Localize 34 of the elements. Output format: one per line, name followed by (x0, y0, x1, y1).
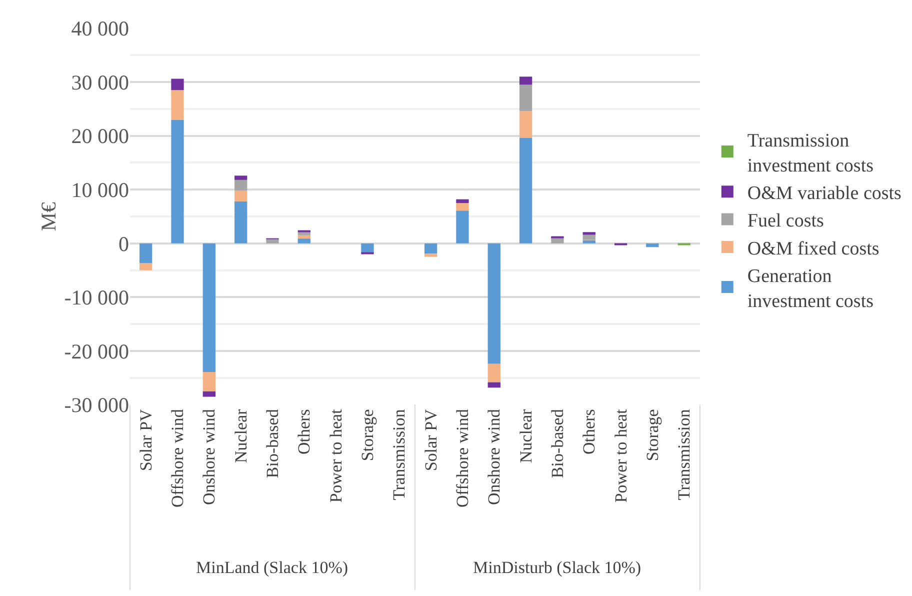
x-tick-label: Bio-based (263, 408, 282, 478)
x-tick-label: Storage (358, 409, 377, 462)
x-tick-label: Offshore wind (452, 408, 472, 508)
y-tick-label: -20 000 (64, 339, 129, 364)
text: MinLand (Slack 10%) (196, 558, 348, 577)
y-tick-label: -30 000 (64, 393, 129, 418)
legend-label: Fuel costs (747, 210, 824, 232)
x-tick-label: Onshore wind (484, 408, 504, 506)
x-tick-label: Power to heat (326, 408, 346, 503)
x-tick-label: Solar PV (421, 408, 440, 472)
y-tick-label: 0 (118, 232, 129, 256)
x-tick-label: Nuclear (516, 408, 536, 463)
x-tick-label: Bio-based (548, 408, 567, 478)
x-tick-label: Others (580, 409, 599, 455)
x-tick-label: Offshore wind (168, 408, 188, 508)
x-tick-label: Solar PV (136, 408, 156, 472)
legend-label: O&M fixed costs (747, 238, 880, 260)
y-tick-label: 20 000 (71, 124, 129, 148)
x-tick-label: Transmission (390, 408, 409, 500)
x-tick-label: Power to heat (611, 408, 630, 503)
y-axis-title: M€ (36, 201, 60, 232)
legend-label: Generation investment costs (747, 266, 874, 312)
legend-label: Transmission investment costs (747, 130, 874, 176)
x-tick-label: Others (294, 409, 314, 455)
y-tick-label: 40 000 (71, 16, 129, 41)
legend-label: O&M variable costs (747, 182, 902, 204)
y-tick-label: 10 000 (71, 178, 129, 202)
x-tick-label: Storage (642, 409, 662, 462)
x-tick-label: Onshore wind (200, 408, 219, 506)
y-tick-label: 30 000 (71, 70, 129, 94)
x-tick-label: Nuclear (231, 408, 250, 463)
y-tick-label: -10 000 (64, 286, 129, 310)
text: MinDisturb (Slack 10%) (473, 558, 642, 577)
x-tick-label: Transmission (674, 408, 694, 500)
